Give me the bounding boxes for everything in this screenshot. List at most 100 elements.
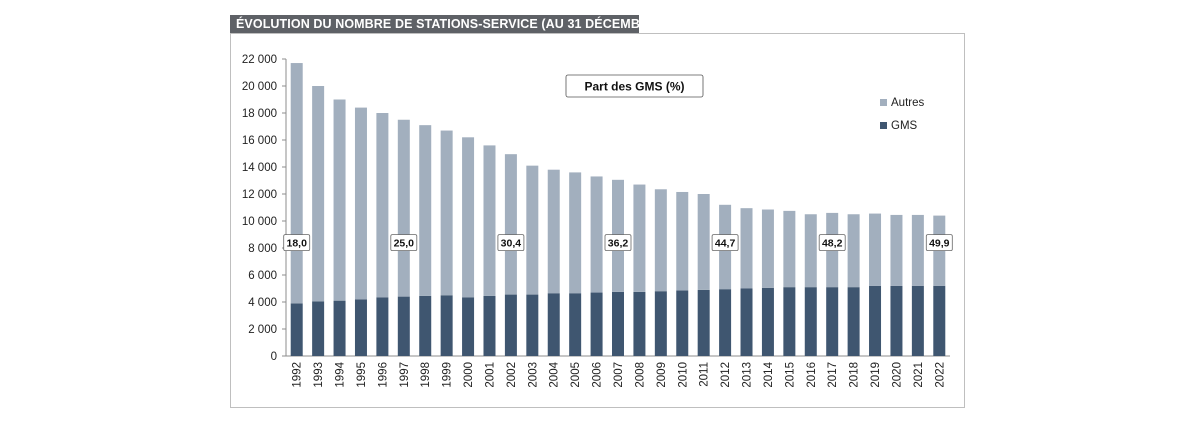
bar-gms-2007 bbox=[612, 291, 624, 356]
bar-gms-2008 bbox=[633, 291, 646, 356]
bar-gms-2019 bbox=[869, 285, 882, 356]
bar-gms-1999 bbox=[440, 295, 453, 356]
bar-autres-2000 bbox=[462, 137, 475, 298]
share-label-box bbox=[818, 234, 846, 252]
x-tick-label: 1993 bbox=[313, 362, 325, 388]
legend-label-autres: Autres bbox=[891, 97, 924, 109]
y-tick-label: 4 000 bbox=[248, 297, 277, 309]
bar-autres-2001 bbox=[483, 145, 496, 296]
x-tick-label: 2000 bbox=[463, 362, 475, 388]
x-tick-label: 2014 bbox=[763, 361, 775, 387]
bar-autres-2003 bbox=[526, 165, 539, 295]
bar-autres-2021 bbox=[911, 214, 924, 286]
share-label-2007: 36,2 bbox=[608, 238, 629, 250]
y-tick-label: 6 000 bbox=[248, 270, 277, 282]
bar-autres-2010 bbox=[676, 191, 689, 291]
bar-gms-2018 bbox=[847, 287, 860, 356]
bar-autres-1995 bbox=[354, 107, 367, 300]
y-tick-label: 2 000 bbox=[248, 324, 277, 336]
x-tick-label: 1999 bbox=[442, 362, 454, 388]
share-label-box bbox=[925, 234, 953, 252]
x-tick-label: 1994 bbox=[335, 361, 347, 387]
bar-autres-2018 bbox=[847, 214, 860, 288]
bar-gms-2000 bbox=[462, 297, 475, 356]
bar-autres-1998 bbox=[419, 125, 432, 296]
bar-gms-2021 bbox=[911, 285, 924, 356]
x-tick-label: 2010 bbox=[677, 362, 689, 388]
annotation-title: Part des GMS (%) bbox=[584, 80, 684, 94]
bar-autres-2004 bbox=[547, 169, 560, 294]
x-tick-label: 1996 bbox=[377, 362, 389, 388]
x-tick-label: 2003 bbox=[527, 362, 539, 388]
share-label-1997: 25,0 bbox=[394, 238, 415, 250]
bar-gms-2011 bbox=[697, 289, 710, 356]
bar-gms-2002 bbox=[504, 294, 517, 356]
x-tick-label: 2017 bbox=[827, 362, 839, 388]
bar-autres-2015 bbox=[783, 210, 796, 288]
share-label-box bbox=[283, 234, 311, 252]
bar-autres-2013 bbox=[740, 208, 753, 289]
bar-autres-2002 bbox=[504, 154, 517, 295]
x-tick-label: 2001 bbox=[484, 362, 496, 388]
y-tick-label: 22 000 bbox=[242, 54, 277, 66]
bar-gms-2004 bbox=[547, 293, 560, 356]
bar-gms-2012 bbox=[719, 289, 732, 356]
share-label-box bbox=[390, 234, 418, 252]
x-tick-label: 2009 bbox=[656, 362, 668, 388]
share-label-2022: 49,9 bbox=[929, 238, 950, 250]
y-tick-label: 12 000 bbox=[242, 189, 277, 201]
bar-gms-2015 bbox=[783, 287, 796, 356]
share-label-1992: 18,0 bbox=[286, 238, 307, 250]
bar-autres-2011 bbox=[697, 194, 710, 290]
x-tick-label: 2006 bbox=[592, 362, 604, 388]
bar-gms-1997 bbox=[397, 296, 410, 356]
bar-autres-2019 bbox=[869, 213, 882, 286]
bar-gms-1993 bbox=[312, 301, 325, 356]
bar-gms-2020 bbox=[890, 285, 903, 356]
bar-autres-2016 bbox=[804, 214, 817, 288]
y-tick-label: 8 000 bbox=[248, 243, 277, 255]
x-tick-label: 1997 bbox=[399, 362, 411, 388]
x-tick-label: 2005 bbox=[570, 362, 582, 388]
x-tick-label: 2020 bbox=[891, 362, 903, 388]
x-tick-label: 2007 bbox=[613, 362, 625, 388]
chart-title: ÉVOLUTION DU NOMBRE DE STATIONS-SERVICE … bbox=[230, 15, 639, 34]
share-label-2012: 44,7 bbox=[715, 238, 736, 250]
x-tick-label: 2015 bbox=[784, 362, 796, 388]
bar-gms-1995 bbox=[354, 299, 367, 356]
bar-gms-2017 bbox=[826, 287, 839, 356]
bar-autres-1997 bbox=[397, 119, 410, 297]
share-label-box bbox=[604, 234, 632, 252]
bar-gms-2005 bbox=[569, 293, 582, 356]
x-tick-label: 1992 bbox=[292, 362, 304, 388]
x-tick-label: 2011 bbox=[699, 362, 711, 387]
bar-gms-1992 bbox=[290, 303, 303, 356]
x-tick-label: 2008 bbox=[634, 362, 646, 388]
x-tick-label: 2012 bbox=[720, 362, 732, 388]
x-tick-label: 2002 bbox=[506, 362, 518, 388]
bar-autres-2008 bbox=[633, 184, 646, 292]
share-label-box bbox=[497, 234, 525, 252]
bar-autres-2009 bbox=[654, 189, 667, 292]
y-tick-label: 16 000 bbox=[242, 135, 277, 147]
x-tick-label: 2004 bbox=[549, 361, 561, 387]
bar-gms-1994 bbox=[333, 300, 346, 356]
bar-autres-2014 bbox=[761, 209, 774, 288]
bar-autres-1996 bbox=[376, 113, 389, 298]
x-tick-label: 2022 bbox=[934, 362, 946, 388]
y-tick-label: 10 000 bbox=[242, 216, 277, 228]
bar-gms-2014 bbox=[761, 287, 774, 356]
bar-autres-1999 bbox=[440, 130, 453, 296]
y-tick-label: 20 000 bbox=[242, 81, 277, 93]
x-tick-label: 2021 bbox=[913, 362, 925, 388]
bar-gms-1996 bbox=[376, 297, 389, 356]
bar-gms-2010 bbox=[676, 290, 689, 356]
bar-autres-1994 bbox=[333, 99, 346, 301]
bar-gms-1998 bbox=[419, 295, 432, 356]
bar-gms-2009 bbox=[654, 291, 667, 356]
share-label-2017: 48,2 bbox=[822, 238, 843, 250]
bar-gms-2022 bbox=[933, 285, 946, 356]
legend-swatch-autres bbox=[880, 99, 887, 106]
bar-gms-2001 bbox=[483, 295, 496, 356]
